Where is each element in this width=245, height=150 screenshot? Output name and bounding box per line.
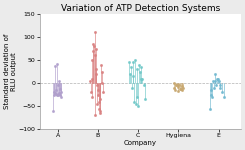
Y-axis label: Standard deviation of
RLU output: Standard deviation of RLU output [4,34,17,109]
X-axis label: Company: Company [124,140,157,146]
Title: Variation of ATP Detection Systems: Variation of ATP Detection Systems [61,4,220,13]
